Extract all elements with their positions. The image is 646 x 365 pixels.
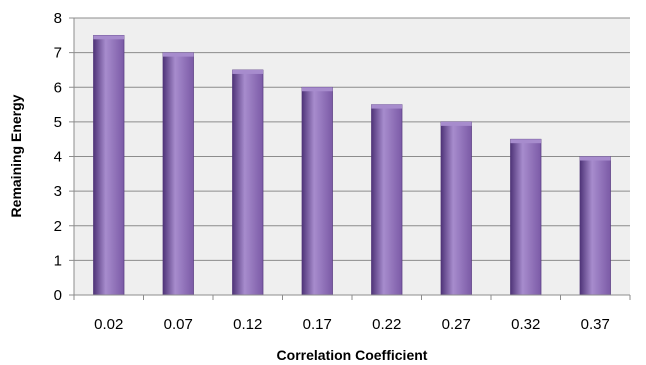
y-axis-title: Remaining Energy — [8, 94, 24, 217]
bar — [371, 104, 403, 296]
x-tick-label: 0.22 — [372, 316, 401, 333]
bars — [93, 35, 611, 296]
y-tick-label: 5 — [54, 114, 62, 131]
bar-cap — [232, 69, 264, 74]
y-tick-label: 6 — [54, 79, 62, 96]
bar — [162, 52, 194, 296]
x-axis-title: Correlation Coefficient — [277, 347, 428, 363]
bar-cap — [93, 35, 125, 40]
bar-cap — [301, 87, 333, 92]
bar-cap — [162, 52, 194, 57]
bar-cap — [579, 156, 611, 161]
y-tick-label: 4 — [54, 149, 62, 166]
bar — [232, 69, 264, 296]
y-tick-label: 3 — [54, 183, 62, 200]
y-tick-label: 2 — [54, 218, 62, 235]
bar-cap — [371, 104, 403, 109]
bar — [440, 121, 472, 296]
x-tick-label: 0.32 — [511, 316, 540, 333]
y-tick-label: 7 — [54, 45, 62, 62]
bar-cap — [440, 121, 472, 126]
y-tick-label: 0 — [54, 287, 62, 304]
bar — [301, 86, 333, 296]
x-tick-label: 0.07 — [164, 316, 193, 333]
y-tick-labels: 0 1 2 3 4 5 6 7 8 — [54, 10, 62, 304]
y-tick-label: 8 — [54, 10, 62, 27]
x-tick-label: 0.02 — [94, 316, 123, 333]
x-tick-label: 0.17 — [303, 316, 332, 333]
x-tick-label: 0.37 — [581, 316, 610, 333]
bar — [93, 35, 125, 296]
bar — [510, 138, 542, 296]
x-tick-label: 0.12 — [233, 316, 262, 333]
y-tick-label: 1 — [54, 252, 62, 269]
x-tick-label: 0.27 — [442, 316, 471, 333]
x-tick-labels: 0.02 0.07 0.12 0.17 0.22 0.27 0.32 0.37 — [73, 295, 631, 333]
bar — [579, 156, 611, 296]
bar-cap — [510, 139, 542, 144]
